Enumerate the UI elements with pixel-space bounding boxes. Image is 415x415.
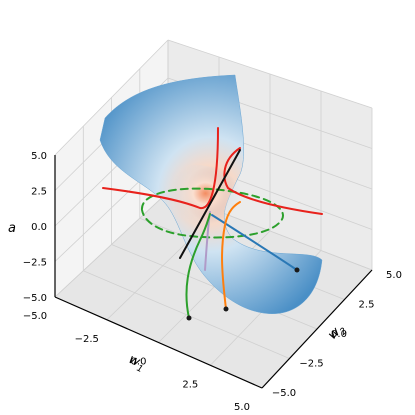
green-dashed-circle	[140, 187, 284, 239]
y-axis-line	[261, 269, 373, 389]
black-line	[179, 149, 241, 259]
red-hyperbola-left	[102, 127, 219, 210]
z-tick-label: 5.0	[31, 151, 47, 162]
z-axis-label: a	[8, 221, 16, 236]
red-hyperbola-right	[223, 147, 323, 215]
z-tick-label: 2.5	[31, 187, 47, 198]
z-tick-label: −5.0	[23, 293, 47, 304]
orange-start-point	[223, 306, 229, 312]
y-tick-label: 0.0	[331, 329, 347, 340]
x-tick-label: −5.0	[23, 311, 47, 322]
x-axis-line	[54, 296, 263, 389]
x-axis-label: w1	[125, 352, 147, 375]
orange-trajectory	[221, 201, 241, 310]
y-tick-label: −2.5	[299, 359, 323, 370]
y-tick-label: 5.0	[386, 270, 402, 281]
x-tick-label: 0.0	[131, 357, 147, 368]
blue-trajectory	[211, 214, 298, 271]
curves	[102, 127, 323, 321]
blue-start-point	[294, 267, 300, 273]
green-start-point	[186, 315, 192, 321]
grid-line	[83, 270, 290, 359]
green-trajectory	[185, 213, 211, 319]
x-tick-label: −2.5	[75, 334, 99, 345]
floor-pane	[55, 192, 372, 388]
z-tick-label: 0.0	[31, 222, 47, 233]
axis-ticks: −5.0 −2.5 0.0 2.5 5.0 −5.0 −2.5 0.0 2.5 5.0 −5.0 −2…	[23, 151, 402, 413]
y-tick-label: 2.5	[359, 300, 375, 311]
y-axis-label: w2	[325, 320, 349, 344]
z-tick-label: −2.5	[23, 258, 47, 269]
y-tick-label: −5.0	[272, 388, 296, 399]
x-tick-label: 5.0	[234, 402, 250, 413]
axis-lines	[54, 155, 373, 389]
x-tick-label: 2.5	[182, 379, 198, 390]
